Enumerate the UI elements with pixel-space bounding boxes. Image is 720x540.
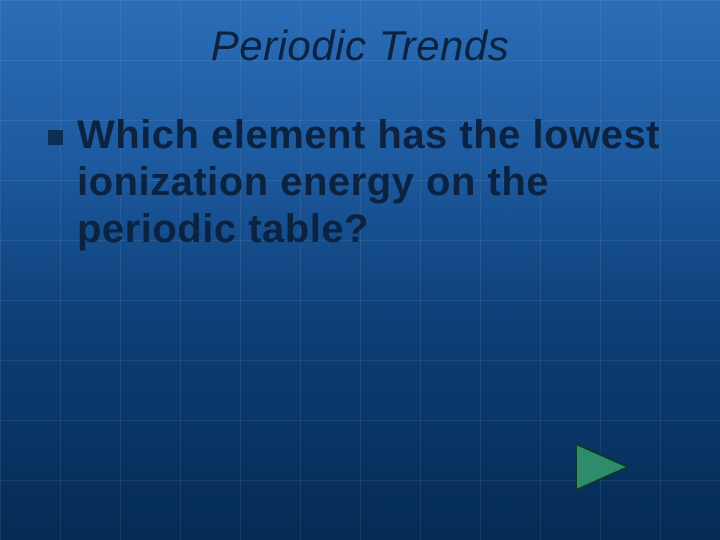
slide-title: Periodic Trends bbox=[0, 22, 720, 70]
slide: Periodic Trends Which element has the lo… bbox=[0, 0, 720, 540]
bullet-item: Which element has the lowest ionization … bbox=[48, 112, 660, 254]
slide-body: Which element has the lowest ionization … bbox=[48, 112, 660, 254]
body-text: Which element has the lowest ionization … bbox=[77, 112, 660, 254]
next-button[interactable] bbox=[572, 440, 632, 494]
bullet-square-icon bbox=[48, 130, 63, 145]
play-triangle-icon bbox=[572, 440, 632, 494]
